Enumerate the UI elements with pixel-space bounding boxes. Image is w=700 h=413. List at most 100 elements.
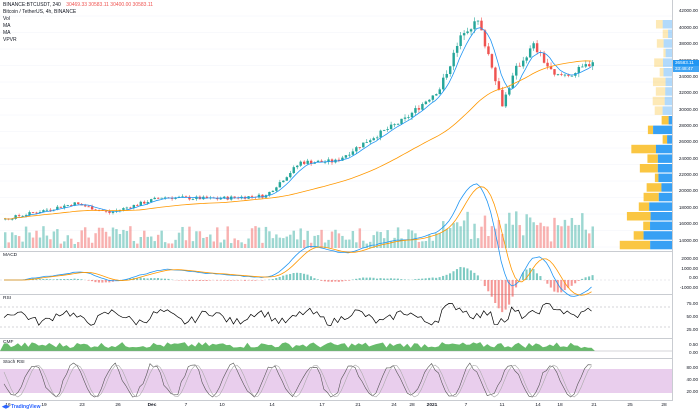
macd-histogram-bar: [435, 277, 438, 280]
candle-body: [448, 66, 452, 75]
axis-tick-label: 0.50: [689, 341, 698, 347]
macd-histogram-bar: [455, 269, 459, 280]
price-pane[interactable]: BINANCE:BTCUSDT, 240 30469.33 30583.11 3…: [0, 0, 672, 252]
stoch-rsi-pane[interactable]: Stoch RSI: [0, 359, 672, 401]
legend-item-ma-2[interactable]: MA: [3, 30, 11, 36]
macd-histogram-bar: [556, 280, 559, 293]
stoch-rsi-axis[interactable]: 80.00 40.00 20.00: [672, 359, 700, 401]
macd-histogram-bar: [163, 278, 167, 280]
macd-histogram-bar: [355, 278, 358, 280]
rsi-label[interactable]: RSI: [3, 296, 11, 301]
vpvr-bar-up: [650, 212, 672, 221]
tradingview-logo[interactable]: ◀▶ TradingView: [2, 404, 40, 410]
stoch-rsi-chart[interactable]: [0, 359, 672, 401]
macd-histogram-bar: [198, 280, 201, 281]
macd-histogram-bar: [153, 278, 156, 280]
candle-body: [309, 160, 313, 164]
legend-item-vpvr[interactable]: VPVR: [3, 37, 17, 43]
rsi-line: [3, 302, 592, 327]
volume-bar: [56, 229, 59, 248]
volume-bar: [97, 227, 101, 248]
vpvr-bar-up: [662, 106, 672, 115]
vpvr-bar-down: [662, 29, 669, 39]
macd-pane[interactable]: MACD: [0, 183, 672, 313]
macd-histogram-bar: [59, 279, 62, 280]
volume-bar: [355, 242, 358, 248]
symbol-label[interactable]: BINANCE:BTCUSDT, 240: [3, 2, 61, 8]
macd-line: [4, 183, 592, 297]
volume-bar: [473, 223, 476, 248]
candle-body: [125, 207, 129, 209]
macd-histogram-bar: [146, 278, 149, 280]
legend-item-ma-1[interactable]: MA: [3, 23, 11, 29]
time-tick-label: 10: [219, 403, 225, 408]
symbol-line[interactable]: BINANCE:BTCUSDT, 240 30469.33 30583.11 3…: [3, 2, 157, 9]
macd-chart[interactable]: [0, 183, 672, 313]
legend-item-vol[interactable]: Vol: [3, 16, 10, 22]
cmf-pane[interactable]: CMF: [0, 339, 672, 359]
volume-bar: [52, 231, 56, 248]
macd-histogram-bar: [539, 276, 542, 280]
candle-body: [153, 197, 156, 200]
candle-body: [87, 206, 90, 208]
macd-axis[interactable]: 2000.00 1000.00 0.00 -1000.00: [672, 252, 700, 295]
cmf-label[interactable]: CMF: [3, 340, 14, 345]
candle-body: [90, 206, 94, 210]
candle-body: [188, 196, 191, 200]
time-tick-label: 7: [464, 403, 468, 408]
rsi-chart[interactable]: [0, 295, 672, 339]
signal-line: [4, 186, 592, 296]
macd-histogram-bar: [129, 278, 132, 280]
rsi-pane[interactable]: RSI: [0, 295, 672, 339]
macd-histogram-bar: [442, 275, 445, 280]
cmf-axis[interactable]: 0.50 0.00: [672, 339, 700, 359]
candle-body: [38, 211, 42, 213]
macd-label[interactable]: MACD: [3, 253, 18, 258]
macd-histogram-bar: [588, 276, 591, 280]
macd-histogram-bar: [490, 280, 493, 297]
candle-body: [344, 155, 348, 158]
macd-histogram-bar: [501, 280, 504, 313]
volume-bar: [490, 226, 494, 248]
axis-tick-label: 40.00: [686, 377, 699, 382]
macd-histogram-bar: [466, 268, 469, 280]
time-axis[interactable]: 16 19 23 26 Dec 7 10 14 17 21 24 28 2021 7 11 14 18 21 25 2…: [0, 401, 672, 413]
cmf-chart[interactable]: [0, 339, 672, 359]
volume-bar: [462, 220, 466, 248]
candle-body: [535, 43, 539, 53]
candle-body: [348, 154, 351, 156]
rsi-axis[interactable]: 75.00 50.00 25.00: [672, 295, 700, 339]
vpvr-bar-up: [662, 20, 672, 29]
vpvr-bar-down: [663, 48, 666, 58]
volume-bar: [10, 232, 14, 248]
axis-tick-label: 16000.00: [678, 221, 698, 227]
volume-bar: [63, 241, 66, 248]
volume-bar: [577, 224, 581, 248]
volume-bar: [549, 241, 553, 248]
candle-body: [389, 124, 393, 130]
candle-body: [351, 151, 355, 155]
volume-bar: [476, 238, 480, 248]
volume-bar: [528, 217, 532, 248]
macd-histogram-bar: [445, 274, 448, 280]
macd-histogram-bar: [400, 279, 403, 280]
macd-histogram-bar: [372, 277, 375, 280]
price-chart[interactable]: [0, 0, 672, 252]
price-axis[interactable]: 42000.0040000.0038000.0036000.0034000.00…: [672, 0, 700, 252]
vpvr-bar-up: [661, 183, 672, 192]
candle-body: [358, 147, 362, 149]
candle-body: [487, 46, 490, 55]
volume-bar: [136, 243, 139, 248]
candle-body: [77, 202, 80, 204]
volume-bar: [455, 222, 459, 248]
candle-body: [581, 66, 584, 68]
candle-body: [549, 66, 553, 70]
ma-fast-line: [3, 27, 592, 220]
macd-histogram-bar: [292, 273, 295, 280]
macd-histogram-bar: [327, 280, 330, 282]
chart-legend: BINANCE:BTCUSDT, 240 30469.33 30583.11 3…: [3, 2, 157, 44]
candle-body: [296, 165, 299, 168]
stoch-rsi-label[interactable]: Stoch RSI: [3, 360, 25, 365]
volume-bar: [73, 243, 76, 248]
